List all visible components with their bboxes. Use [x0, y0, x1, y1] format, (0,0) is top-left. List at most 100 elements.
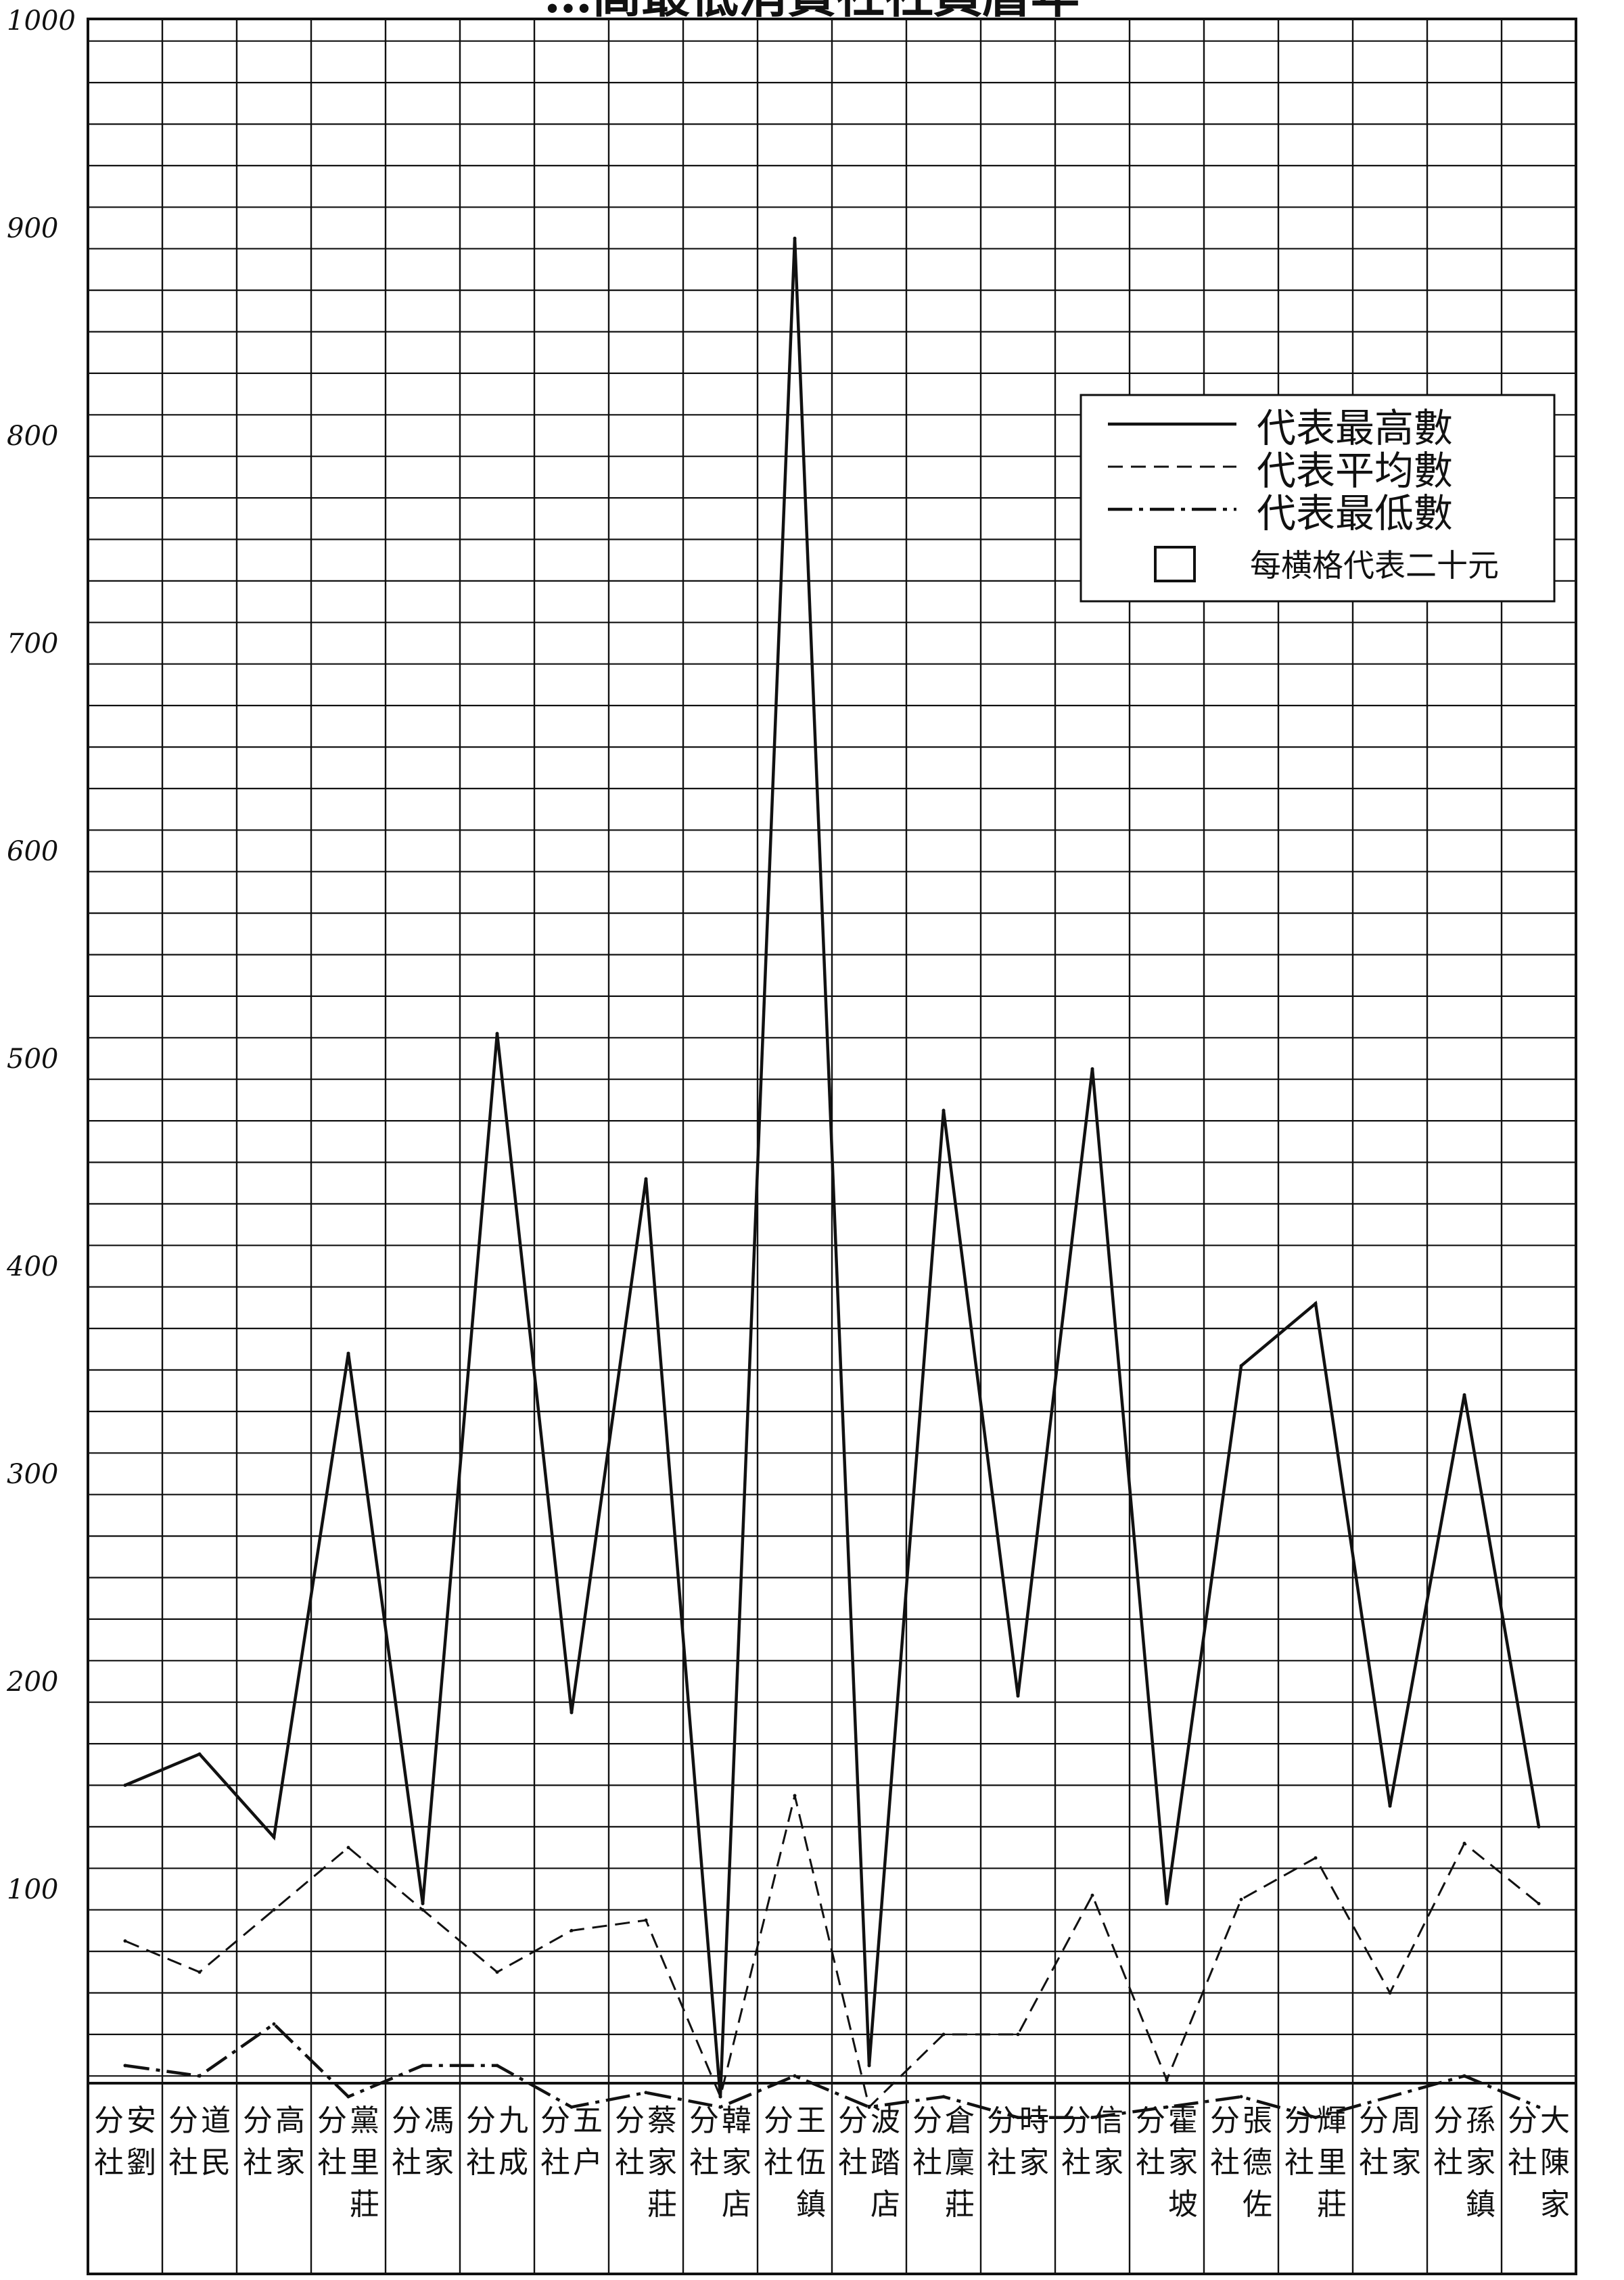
data-point [346, 2095, 350, 2099]
data-point [1165, 1901, 1169, 1905]
category-label-char: 張 [1243, 2103, 1272, 2138]
category-label-char: 社 [1284, 2145, 1314, 2180]
data-point [1165, 2105, 1169, 2109]
data-point [1462, 1393, 1466, 1397]
category-label-char: 家 [275, 2145, 305, 2180]
category-label-char: 分 [243, 2103, 273, 2138]
category-label-char: 劉 [126, 2145, 156, 2180]
category-label-char: 高 [275, 2103, 305, 2138]
y-tick-label: 1000 [7, 5, 76, 37]
category-label-char: 民 [201, 2145, 231, 2180]
category-label-char: 店 [722, 2187, 751, 2222]
category-label-char: 社 [912, 2145, 942, 2180]
category-label-char: 孫 [1466, 2103, 1495, 2138]
data-point [198, 2074, 202, 2078]
legend-label: 代表最低數 [1257, 490, 1453, 536]
data-point [421, 1908, 425, 1912]
series-line [124, 2022, 1539, 2120]
data-point [1462, 1841, 1466, 1845]
category-label-char: 馮 [424, 2103, 454, 2138]
category-label-char: 家 [1466, 2145, 1495, 2180]
plot-frame [87, 18, 1577, 2275]
category-label-char: 分 [1508, 2103, 1537, 2138]
data-point [793, 2074, 797, 2078]
data-point [1016, 2116, 1020, 2120]
category-label-char: 黨 [350, 2103, 379, 2138]
data-point [570, 2105, 574, 2109]
data-point [1314, 2116, 1318, 2120]
data-point [1090, 1067, 1094, 1071]
category-label-char: 成 [498, 2145, 528, 2180]
category-label-char: 分 [912, 2103, 942, 2138]
category-label-char: 分 [987, 2103, 1017, 2138]
data-point [793, 1794, 797, 1798]
category-label-char: 鎮 [1466, 2187, 1495, 2222]
data-point [1388, 1991, 1392, 1995]
category-label: 韓家店 分社 [689, 2103, 751, 2222]
data-point [718, 2105, 722, 2109]
category-label: 孫家鎮 分社 [1433, 2103, 1495, 2222]
category-label: 波踏店 分社 [838, 2103, 900, 2222]
y-tick-label: 100 [7, 1874, 58, 1905]
category-label-char: 九 [498, 2103, 528, 2138]
category-label-char: 伍 [796, 2145, 826, 2180]
category-label-char: 分 [1433, 2103, 1463, 2138]
data-point [198, 1970, 202, 1974]
y-tick-label: 800 [7, 421, 58, 452]
data-point [495, 1031, 499, 1036]
category-label-char: 户 [573, 2145, 603, 2180]
category-label-char: 家 [647, 2145, 677, 2180]
data-point [867, 2064, 871, 2068]
y-tick-label: 200 [6, 1667, 58, 1698]
legend-label: 代表平均數 [1257, 448, 1453, 494]
data-point [421, 1901, 425, 1905]
data-point [793, 236, 797, 240]
category-label-char: 社 [1433, 2145, 1463, 2180]
category-label-char: 家 [1094, 2145, 1123, 2180]
data-point [1462, 2074, 1466, 2078]
data-point [123, 1939, 127, 1943]
category-label-char: 里 [350, 2145, 379, 2180]
data-point [1314, 1301, 1318, 1305]
data-point [495, 2064, 499, 2068]
y-tick-label: 400 [6, 1251, 58, 1282]
data-point [1537, 2105, 1541, 2109]
y-tick-label: 600 [7, 836, 58, 867]
data-point [1239, 2095, 1243, 2099]
data-point [1537, 1901, 1541, 1905]
category-label-char: 社 [317, 2145, 347, 2180]
category-label-char: 社 [1061, 2145, 1091, 2180]
category-label-char: 分 [540, 2103, 570, 2138]
data-point [1537, 1825, 1541, 1829]
category-label-char: 社 [243, 2145, 273, 2180]
category-label-char: 家 [1019, 2145, 1049, 2180]
category-label: 張德佐 分社 [1210, 2103, 1272, 2222]
legend-label: 代表最高數 [1257, 405, 1453, 451]
data-point [123, 2064, 127, 2068]
series-line [124, 238, 1541, 2097]
category-label-char: 廩 [945, 2145, 975, 2180]
data-point [1388, 2095, 1392, 2099]
category-label-char: 家 [1391, 2145, 1421, 2180]
category-label-char: 莊 [1317, 2187, 1347, 2222]
category-label-char: 波 [871, 2103, 900, 2138]
legend-square-icon [1154, 546, 1196, 582]
category-label-char: 分 [1210, 2103, 1240, 2138]
category-label-char: 分 [764, 2103, 793, 2138]
category-label-char: 社 [615, 2145, 645, 2180]
category-label-char: 社 [94, 2145, 124, 2180]
category-label-char: 社 [392, 2145, 421, 2180]
y-tick-label: 500 [7, 1044, 58, 1075]
data-point [644, 1918, 648, 1922]
category-label-char: 社 [1136, 2145, 1165, 2180]
y-tick-label: 300 [7, 1459, 58, 1490]
category-label-char: 莊 [647, 2187, 677, 2222]
category-label-char: 坡 [1168, 2187, 1198, 2222]
